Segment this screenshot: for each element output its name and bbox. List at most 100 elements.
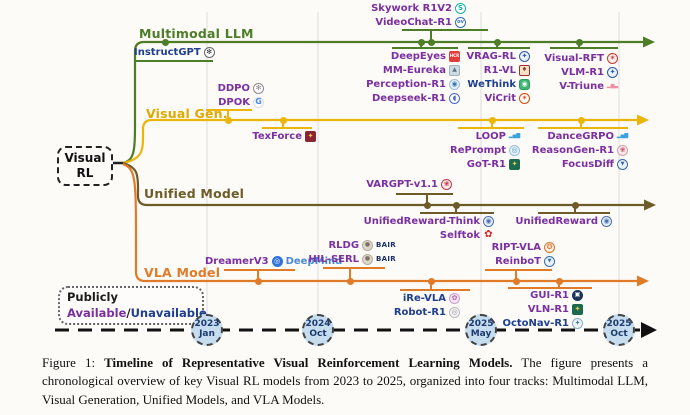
model-texforce: TexForce — [252, 130, 302, 142]
group-visual-rft: Visual-RFT ✶ VLM-R1 ✦ V-Triune ▂▆▃ — [506, 51, 618, 93]
connector-bar — [550, 47, 618, 49]
connector-stem — [420, 42, 422, 47]
event-dot — [224, 116, 232, 124]
bar-chart-icon: ▂▅▇ — [616, 132, 629, 139]
bar-chart-icon: ▂▅▇ — [508, 132, 521, 139]
google-icon: G — [253, 96, 264, 108]
bair-wordmark: BAIR — [376, 255, 396, 263]
huawei-icon: ✿ — [484, 229, 493, 240]
model-skywork-r1v2: Skywork R1V2 — [371, 2, 452, 14]
model-visual-rft: Visual-RFT — [544, 52, 604, 64]
ov-icon: ov — [455, 16, 466, 28]
connector-bar — [400, 289, 470, 291]
caption-title: Timeline of Representative Visual Reinfo… — [104, 355, 513, 370]
vlm-r1-icon: ✦ — [607, 66, 618, 78]
event-dot — [423, 201, 431, 209]
visual-rft-icon: ✶ — [607, 52, 618, 64]
unifiedreward-icon: ◉ — [601, 215, 612, 227]
connector-stem — [430, 283, 432, 289]
group-vargpt: VARGPT-v1.1 ❀ — [352, 177, 452, 191]
skywork-icon: S — [455, 2, 466, 14]
timeline-figure: Visual RL Multimodal LLM Visual Gen. Uni… — [55, 1, 657, 346]
event-dot — [488, 116, 496, 124]
group-ddpo: DDPO ✻ DPOK G — [168, 81, 264, 109]
hku-shield-icon: ✦ — [572, 303, 583, 315]
event-dot — [493, 38, 501, 46]
legend-availability: Publicly Available/Unavailable — [58, 286, 207, 326]
model-vlm-r1: VLM-R1 — [561, 66, 604, 78]
vargpt-icon: ❀ — [441, 178, 452, 190]
model-octonav-r1: OctoNav-R1 — [502, 317, 569, 329]
event-dot — [512, 277, 520, 285]
reinbot-icon: ▼ — [544, 255, 555, 267]
model-vargpt-v1.1: VARGPT-v1.1 — [366, 178, 438, 190]
robot-r1-icon: ◎ — [449, 306, 460, 318]
model-unifiedreward: UnifiedReward — [515, 215, 598, 227]
chip-month: Oct — [309, 329, 327, 339]
chip-month: Jan — [199, 329, 215, 339]
bair-bear-icon: ● — [362, 239, 374, 251]
event-dot — [427, 277, 435, 285]
legend-line1: Publicly — [67, 290, 118, 304]
group-skywork: Skywork R1V2 S VideoChat-R1 ov — [352, 1, 466, 29]
ript-vla-icon: ✪ — [544, 241, 555, 253]
model-instructgpt: InstructGPT — [134, 46, 201, 58]
timeline-chip-2025-oct: 2025 Oct — [603, 314, 635, 346]
model-videochat-r1: VideoChat-R1 — [375, 16, 452, 28]
model-got-r1: GoT-R1 — [466, 158, 506, 170]
model-reasongen-r1: ReasonGen-R1 — [531, 144, 614, 156]
legend-slash: / — [126, 305, 131, 320]
group-ire-vla: iRe-VLA ✿ Robot-R1 ◎ — [362, 291, 460, 319]
vicrit-icon: ✶ — [519, 92, 530, 104]
group-texforce: TexForce ✦ — [222, 129, 316, 143]
connector-bar — [206, 109, 252, 111]
connector-stem — [558, 283, 560, 287]
model-loop: LOOP — [475, 130, 506, 142]
model-vln-r1: VLN-R1 — [527, 303, 569, 315]
model-hil-serl: HIL-SERL — [308, 253, 360, 265]
event-dot — [575, 38, 583, 46]
connector-bar — [134, 60, 213, 62]
caption-prefix: Figure 1: — [42, 355, 105, 370]
connector-bar — [224, 269, 295, 271]
connector-stem — [430, 31, 432, 41]
gui-r1-icon: ▣ — [572, 289, 583, 301]
event-dot — [279, 116, 287, 124]
model-robot-r1: Robot-R1 — [393, 306, 446, 318]
bair-wordmark: BAIR — [376, 241, 396, 249]
model-unifiedreward-think: UnifiedReward-Think — [363, 215, 480, 227]
legend-unavailable: Unavailable — [130, 305, 207, 320]
model-ddpo: DDPO — [217, 82, 250, 94]
chip-month: Oct — [610, 329, 628, 339]
caption-body: The figure presents a chronological over… — [42, 355, 648, 407]
model-selftok: Selftok — [439, 229, 480, 241]
event-dot — [452, 201, 460, 209]
ire-vla-icon: ✿ — [449, 292, 460, 304]
openai-icon: ✻ — [203, 46, 215, 58]
root-node-visual-rl: Visual RL — [57, 146, 113, 186]
model-ript-vla: RIPT-VLA — [491, 241, 541, 253]
event-dot — [346, 277, 354, 285]
legend-available: Available — [67, 305, 127, 320]
model-v-triune: V-Triune — [559, 80, 604, 92]
connector-bar — [396, 193, 453, 195]
group-gui-r1: GUI-R1 ▣ VLN-R1 ✦ OctoNav-R1 ✦ — [478, 288, 583, 330]
connector-bar — [485, 269, 552, 271]
deepmind-icon: ◎ — [271, 255, 283, 267]
group-unifiedreward: UnifiedReward ◉ — [500, 214, 612, 228]
model-dpok: DPOK — [218, 96, 250, 108]
hku-shield-icon: ✦ — [509, 158, 520, 170]
model-vicrit: ViCrit — [484, 92, 516, 104]
reasongen-icon: ❀ — [617, 144, 628, 156]
figure-caption: Figure 1: Timeline of Representative Vis… — [42, 354, 648, 409]
openai-icon: ✻ — [253, 82, 264, 94]
event-dot — [254, 277, 262, 285]
unifiedreward-icon: ◉ — [483, 215, 494, 227]
chip-month: May — [470, 329, 492, 339]
shield-icon: ✦ — [305, 130, 316, 142]
octonav-icon: ✦ — [572, 317, 583, 329]
legend-line2: Available/Unavailable — [67, 305, 207, 322]
model-rldg: RLDG — [328, 239, 360, 251]
event-dot — [427, 38, 435, 46]
connector-bar — [402, 29, 488, 31]
